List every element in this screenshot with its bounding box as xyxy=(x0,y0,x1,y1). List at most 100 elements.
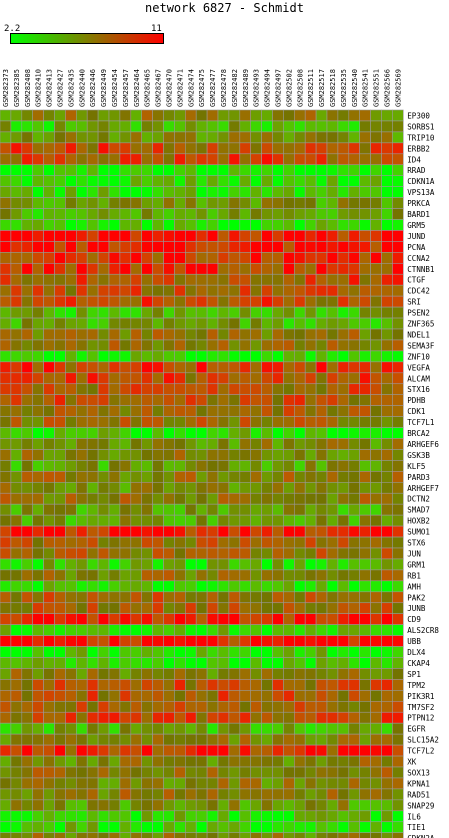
heatmap-cell xyxy=(315,755,328,768)
heatmap-cell xyxy=(10,416,23,428)
heatmap-cell xyxy=(185,558,197,571)
heatmap-cell xyxy=(152,361,164,374)
heatmap-cell xyxy=(195,700,208,713)
heatmap-cell xyxy=(163,164,175,176)
heatmap-cell xyxy=(250,569,262,582)
heatmap-cell xyxy=(0,241,12,253)
heatmap-cell xyxy=(239,657,252,669)
heatmap-cell xyxy=(381,142,393,155)
heatmap-cell xyxy=(163,241,175,253)
heatmap-cell xyxy=(348,810,360,823)
heatmap-cell xyxy=(97,788,110,801)
heatmap-cell xyxy=(272,471,284,483)
heatmap-cell xyxy=(21,514,33,527)
heatmap-cell xyxy=(86,602,99,614)
heatmap-cell xyxy=(21,262,33,275)
heatmap-cell xyxy=(283,350,295,363)
heatmap-cell xyxy=(86,262,99,275)
column-label: GSM282454 xyxy=(111,69,119,107)
heatmap-cell xyxy=(315,624,328,636)
heatmap-cell xyxy=(97,273,110,286)
heatmap-cell xyxy=(228,186,241,198)
heatmap-cell xyxy=(185,777,197,790)
heatmap-cell xyxy=(54,416,66,428)
heatmap-cell xyxy=(32,197,44,209)
heatmap-cell xyxy=(119,711,132,724)
heatmap-cell xyxy=(54,602,66,614)
heatmap-cell xyxy=(65,580,77,593)
heatmap-cell xyxy=(228,405,241,417)
heatmap-cell xyxy=(381,460,393,472)
heatmap-cell xyxy=(283,383,295,395)
heatmap-cell xyxy=(185,690,197,702)
heatmap-cell xyxy=(65,273,77,286)
heatmap-cell xyxy=(174,788,186,801)
heatmap-cell xyxy=(195,328,208,341)
column-label: GSM282410 xyxy=(35,69,43,107)
heatmap-cell xyxy=(65,175,77,187)
heatmap-cell xyxy=(392,175,404,187)
heatmap-cell xyxy=(293,711,306,724)
heatmap-cell xyxy=(217,295,230,308)
heatmap-cell xyxy=(217,547,230,560)
heatmap-cell xyxy=(228,832,241,838)
heatmap-cell xyxy=(228,131,241,144)
heatmap-cell xyxy=(86,536,99,549)
heatmap-cell xyxy=(43,613,55,625)
column-label: GSM282497 xyxy=(274,69,282,107)
heatmap-cell xyxy=(381,700,393,713)
heatmap-cell xyxy=(272,427,284,439)
heatmap-cell xyxy=(10,460,23,472)
heatmap-cell xyxy=(370,580,382,593)
heatmap-cell xyxy=(21,109,33,122)
heatmap-cell xyxy=(130,766,143,779)
heatmap-cell xyxy=(86,361,99,374)
heatmap-cell xyxy=(0,646,12,658)
heatmap-cell xyxy=(10,624,23,636)
heatmap-cell xyxy=(10,810,23,823)
heatmap-cell xyxy=(272,438,284,450)
heatmap-cell xyxy=(348,624,360,636)
heatmap-cell xyxy=(43,219,55,231)
heatmap-cell xyxy=(10,492,23,505)
heatmap-cell xyxy=(228,372,241,385)
heatmap-cell xyxy=(185,372,197,385)
heatmap-cell xyxy=(283,679,295,691)
heatmap-cell xyxy=(206,755,219,768)
heatmap-cell xyxy=(293,306,306,319)
heatmap-cell xyxy=(304,306,317,319)
heatmap-cell xyxy=(152,405,164,417)
heatmap-cell xyxy=(217,733,230,746)
heatmap-cell xyxy=(152,471,164,483)
heatmap-cell xyxy=(97,328,110,341)
heatmap-cell xyxy=(272,230,284,242)
heatmap-cell xyxy=(228,350,241,363)
heatmap-cell xyxy=(206,668,219,680)
heatmap-cell xyxy=(86,547,99,560)
heatmap-cell xyxy=(65,427,77,439)
heatmap-cell xyxy=(21,492,33,505)
heatmap-cell xyxy=(21,755,33,768)
heatmap-cell xyxy=(326,230,339,242)
heatmap-cell xyxy=(119,438,132,450)
heatmap-cell xyxy=(32,208,44,220)
heatmap-cell xyxy=(152,646,164,658)
heatmap-cell xyxy=(10,547,23,560)
heatmap-cell xyxy=(152,449,164,461)
heatmap-cell xyxy=(0,131,12,144)
heatmap-cell xyxy=(130,525,143,538)
heatmap-cell xyxy=(119,109,132,122)
heatmap-cell xyxy=(239,525,252,538)
heatmap-cell xyxy=(130,273,143,286)
heatmap-cell xyxy=(108,372,121,385)
heatmap-cell xyxy=(272,624,284,636)
heatmap-cell xyxy=(97,700,110,713)
heatmap-cell xyxy=(54,372,66,385)
heatmap-cell xyxy=(228,153,241,166)
heatmap-cell xyxy=(217,416,230,428)
heatmap-cell xyxy=(370,744,382,757)
heatmap-cell xyxy=(86,241,99,253)
heatmap-cell xyxy=(21,635,33,647)
heatmap-cell xyxy=(348,744,360,757)
heatmap-cell xyxy=(21,383,33,395)
